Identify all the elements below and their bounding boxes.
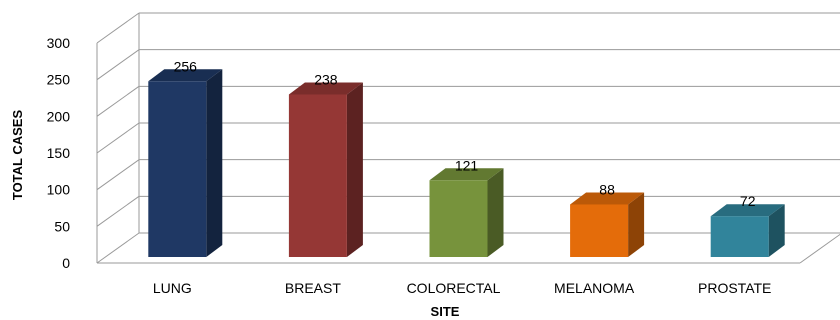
data-label: 238 xyxy=(314,71,338,87)
bar xyxy=(288,94,347,257)
bar-side xyxy=(206,69,223,258)
x-tick-label: LUNG xyxy=(153,280,192,296)
y-tick-label: 100 xyxy=(47,182,71,198)
labels: 256 LUNG 238 BREAST 121 COLORECTAL 88 MELANOMA 7… xyxy=(153,58,772,296)
gridline-diagonal xyxy=(96,195,140,227)
bar-side xyxy=(487,168,504,257)
gridline-diagonal xyxy=(96,85,140,117)
bar-side xyxy=(346,82,363,257)
bar-top xyxy=(148,69,223,82)
data-label: 72 xyxy=(740,193,756,209)
bar xyxy=(570,204,629,257)
bar-top xyxy=(570,192,645,205)
bar-top xyxy=(429,168,504,181)
bar-top xyxy=(288,82,363,95)
bar xyxy=(148,81,207,258)
bar-side xyxy=(628,192,645,257)
data-label: 88 xyxy=(599,181,615,197)
x-tick-label: PROSTATE xyxy=(698,280,771,296)
axes: 0 50 100 150 200 250 300 xyxy=(47,13,140,271)
y-tick-label: 0 xyxy=(62,255,70,271)
bar xyxy=(710,216,769,257)
gridline-diagonal xyxy=(96,49,140,81)
x-tick-label: BREAST xyxy=(285,280,341,296)
x-axis-title: SITE xyxy=(431,304,460,319)
data-label: 256 xyxy=(174,58,198,74)
x-tick-label: MELANOMA xyxy=(554,280,635,296)
bar xyxy=(429,180,488,257)
data-label: 121 xyxy=(455,157,479,173)
y-tick-label: 50 xyxy=(54,218,70,234)
bars xyxy=(148,69,785,258)
y-tick-label: 200 xyxy=(47,108,71,124)
bar-top xyxy=(710,204,785,217)
gridline-diagonal xyxy=(96,122,140,154)
y-tick-label: 300 xyxy=(47,35,71,51)
gridline-diagonal xyxy=(96,159,140,191)
y-tick-label: 150 xyxy=(47,145,71,161)
floor-right-edge xyxy=(799,233,840,264)
y-axis-title: TOTAL CASES xyxy=(10,110,25,201)
gridline-diagonal xyxy=(96,12,140,44)
bar-side xyxy=(768,204,785,257)
x-tick-label: COLORECTAL xyxy=(407,280,501,296)
gridline-diagonal xyxy=(96,232,140,264)
gridlines xyxy=(96,12,840,264)
y-tick-label: 250 xyxy=(47,72,71,88)
